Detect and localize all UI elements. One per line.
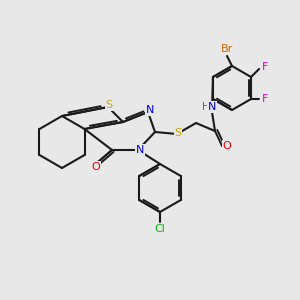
Text: N: N bbox=[136, 145, 144, 155]
Text: F: F bbox=[262, 62, 268, 72]
Text: S: S bbox=[105, 100, 112, 110]
Text: Cl: Cl bbox=[154, 224, 165, 234]
Text: N: N bbox=[208, 102, 216, 112]
Text: O: O bbox=[223, 141, 231, 151]
Text: Br: Br bbox=[221, 44, 233, 54]
Text: H: H bbox=[202, 102, 210, 112]
Text: F: F bbox=[262, 94, 268, 104]
Text: O: O bbox=[92, 162, 100, 172]
Text: S: S bbox=[174, 128, 182, 138]
Text: N: N bbox=[146, 105, 154, 115]
